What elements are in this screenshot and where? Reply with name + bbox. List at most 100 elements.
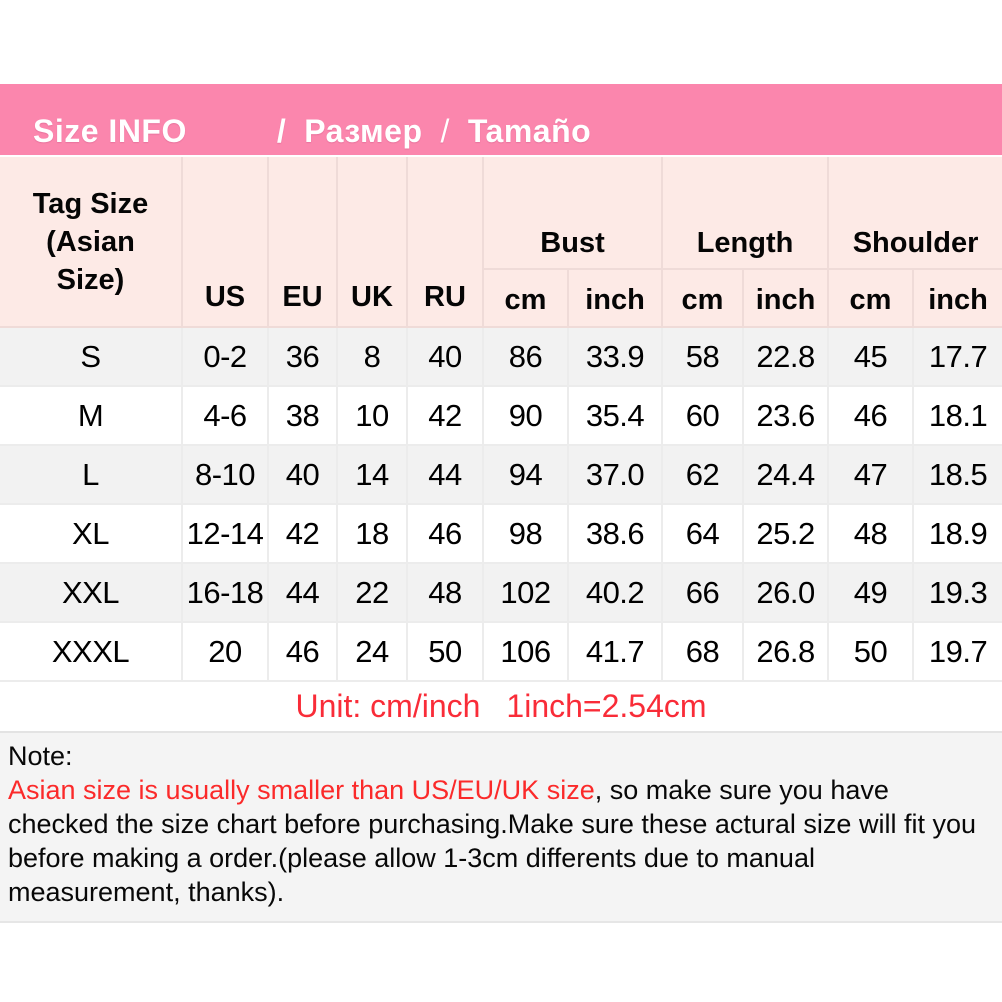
table-cell: 8 xyxy=(336,326,408,387)
header-bust: Bust xyxy=(481,157,664,270)
note-title: Note: xyxy=(8,741,73,771)
table-cell: 44 xyxy=(406,444,484,505)
table-cell: 60 xyxy=(661,385,745,446)
table-cell: 24.4 xyxy=(742,444,830,505)
table-cell: 48 xyxy=(827,503,915,564)
table-cell: 22 xyxy=(336,562,408,623)
header-uk: UK xyxy=(336,157,408,328)
table-cell: 26.0 xyxy=(742,562,830,623)
table-cell: 50 xyxy=(406,621,484,682)
table-cell: 40 xyxy=(406,326,484,387)
size-info-banner: Size INFO / Размер / Tamaño xyxy=(0,84,1002,155)
table-row-xl: XL 12-14 42 18 46 98 38.6 64 25.2 48 18.… xyxy=(0,503,1002,564)
table-cell: 58 xyxy=(661,326,745,387)
table-cell: 42 xyxy=(267,503,338,564)
table-cell: 64 xyxy=(661,503,745,564)
table-cell: 14 xyxy=(336,444,408,505)
table-cell: 0-2 xyxy=(181,326,269,387)
banner-separator: / xyxy=(440,113,450,149)
table-cell: 66 xyxy=(661,562,745,623)
table-cell: 94 xyxy=(482,444,569,505)
table-cell: 26.8 xyxy=(742,621,830,682)
table-row-xxxl: XXXL 20 46 24 50 106 41.7 68 26.8 50 19.… xyxy=(0,621,1002,682)
table-cell: 19.7 xyxy=(912,621,1002,682)
table-cell: 44 xyxy=(267,562,338,623)
header-group-row: Tag Size (Asian Size) US EU UK RU Bust L… xyxy=(0,157,1002,328)
size-chart-table: Tag Size (Asian Size) US EU UK RU Bust L… xyxy=(0,157,1002,682)
table-cell: 18 xyxy=(336,503,408,564)
note-section: Note: Asian size is usually smaller than… xyxy=(0,731,1002,923)
table-row-l: L 8-10 40 14 44 94 37.0 62 24.4 47 18.5 xyxy=(0,444,1002,505)
table-cell: 45 xyxy=(827,326,915,387)
table-cell: 50 xyxy=(827,621,915,682)
table-cell: M xyxy=(0,385,183,446)
header-us: US xyxy=(181,157,269,328)
table-cell: 41.7 xyxy=(566,621,664,682)
header-bust-inch: inch xyxy=(566,268,664,328)
banner-title-ru: Размер xyxy=(304,113,423,149)
table-cell: 62 xyxy=(661,444,745,505)
unit-conversion: 1inch=2.54cm xyxy=(506,688,707,724)
table-cell: 90 xyxy=(482,385,569,446)
header-length-cm: cm xyxy=(661,268,745,328)
table-cell: S xyxy=(0,326,183,387)
banner-separator: / xyxy=(276,113,287,149)
table-cell: 38 xyxy=(267,385,338,446)
header-bust-cm: cm xyxy=(483,268,569,328)
table-row-xxl: XXL 16-18 44 22 48 102 40.2 66 26.0 49 1… xyxy=(0,562,1002,623)
table-cell: 20 xyxy=(181,621,269,682)
unit-line: Unit: cm/inch 1inch=2.54cm xyxy=(0,682,1002,731)
table-cell: 102 xyxy=(482,562,569,623)
header-eu: EU xyxy=(267,157,338,328)
table-cell: XL xyxy=(0,503,183,564)
table-cell: 86 xyxy=(482,326,569,387)
table-row-m: M 4-6 38 10 42 90 35.4 60 23.6 46 18.1 xyxy=(0,385,1002,446)
header-shoulder: Shoulder xyxy=(827,157,1002,270)
table-cell: 24 xyxy=(336,621,408,682)
header-length: Length xyxy=(661,157,830,270)
table-cell: 42 xyxy=(406,385,484,446)
table-cell: 12-14 xyxy=(181,503,269,564)
note-paragraph: Asian size is usually smaller than US/EU… xyxy=(8,773,992,909)
header-length-inch: inch xyxy=(742,268,830,328)
table-cell: 18.9 xyxy=(912,503,1002,564)
table-cell: 98 xyxy=(482,503,569,564)
table-cell: 106 xyxy=(482,621,569,682)
unit-label: Unit: cm/inch xyxy=(295,688,481,724)
table-cell: 46 xyxy=(267,621,338,682)
table-cell: 23.6 xyxy=(742,385,830,446)
table-cell: 18.5 xyxy=(912,444,1002,505)
table-cell: 16-18 xyxy=(181,562,269,623)
header-ru: RU xyxy=(406,157,484,328)
table-cell: 48 xyxy=(406,562,484,623)
table-cell: L xyxy=(0,444,183,505)
table-cell: 17.7 xyxy=(912,326,1002,387)
table-cell: 4-6 xyxy=(181,385,269,446)
size-info-page: Size INFO / Размер / Tamaño Tag Size (As… xyxy=(0,84,1002,1002)
header-shoulder-inch: inch xyxy=(912,268,1002,328)
table-cell: 8-10 xyxy=(181,444,269,505)
table-cell: 22.8 xyxy=(742,326,830,387)
note-body: , so make sure you have checked the size… xyxy=(8,775,976,907)
table-cell: 37.0 xyxy=(566,444,664,505)
banner-title-es: Tamaño xyxy=(467,113,592,149)
table-cell: XXL xyxy=(0,562,183,623)
table-cell: 25.2 xyxy=(742,503,830,564)
table-cell: 19.3 xyxy=(912,562,1002,623)
header-shoulder-cm: cm xyxy=(827,268,915,328)
table-cell: 40.2 xyxy=(566,562,664,623)
table-cell: 35.4 xyxy=(566,385,664,446)
table-cell: 47 xyxy=(827,444,915,505)
table-cell: 10 xyxy=(336,385,408,446)
table-cell: 46 xyxy=(406,503,484,564)
table-cell: 49 xyxy=(827,562,915,623)
table-row-s: S 0-2 36 8 40 86 33.9 58 22.8 45 17.7 xyxy=(0,326,1002,387)
table-cell: 38.6 xyxy=(566,503,664,564)
table-cell: 18.1 xyxy=(912,385,1002,446)
note-highlight: Asian size is usually smaller than US/EU… xyxy=(8,775,595,805)
table-cell: 33.9 xyxy=(566,326,664,387)
table-cell: XXXL xyxy=(0,621,183,682)
table-cell: 40 xyxy=(267,444,338,505)
header-tag-size: Tag Size (Asian Size) xyxy=(0,157,183,328)
table-cell: 46 xyxy=(827,385,915,446)
